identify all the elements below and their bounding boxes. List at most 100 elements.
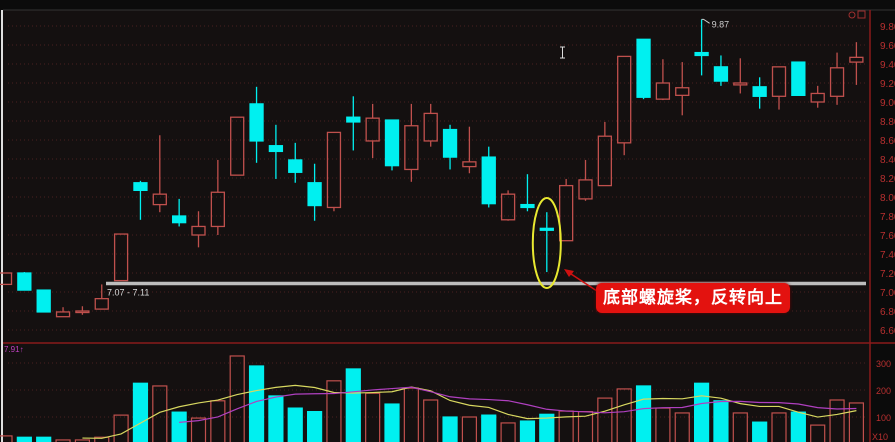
candle-body: [0, 272, 13, 286]
candle: [384, 119, 400, 171]
volume-bar: [229, 355, 245, 442]
candle: [113, 233, 129, 282]
volume-bar: [500, 422, 516, 442]
candle-body: [384, 119, 400, 167]
candle: [849, 42, 864, 85]
candle-body: [133, 182, 148, 191]
volume-bar: [403, 387, 419, 442]
price-tick-label: 8.80: [880, 117, 895, 128]
candle: [481, 146, 496, 208]
candle: [771, 66, 787, 110]
price-tick-label: 9.00: [880, 98, 895, 109]
candle: [346, 96, 361, 151]
volume-bar: [790, 411, 806, 442]
candle-body: [462, 161, 477, 168]
candle: [675, 62, 690, 116]
window-square-icon: [857, 10, 866, 19]
candle-body: [249, 103, 264, 142]
volume-bar: [210, 400, 226, 442]
candle-body: [171, 215, 187, 224]
candle-body: [36, 289, 51, 313]
volume-bar: [345, 368, 361, 442]
candle: [423, 103, 438, 147]
price-tick-label: 7.60: [880, 231, 895, 242]
callout-arrow-head: [564, 269, 574, 277]
candle: [133, 180, 148, 220]
candle: [694, 19, 709, 76]
candle-body: [636, 38, 651, 98]
volume-bar: [16, 436, 32, 442]
candle: [713, 55, 729, 86]
candle: [171, 198, 187, 227]
candle-body: [752, 86, 767, 97]
plot-area: [3, 10, 870, 442]
candle-body: [230, 116, 245, 176]
candle: [752, 77, 767, 109]
candle-body: [404, 125, 419, 171]
price-tick-label: 7.20: [880, 269, 895, 280]
volume-bar: [152, 385, 168, 442]
candle: [326, 131, 342, 212]
volume-bar: [287, 407, 303, 442]
candle-body: [423, 112, 438, 142]
volume-bar: [635, 385, 652, 442]
candle-body: [520, 203, 535, 209]
volume-bar: [713, 400, 729, 442]
candle-body: [17, 272, 32, 291]
candle: [733, 58, 748, 94]
volume-bar: [771, 412, 787, 442]
price-tick-label: 9.20: [880, 79, 895, 90]
volume-bar: [0, 435, 13, 442]
candle-body: [152, 193, 167, 206]
volume-unit-label: X10: [872, 432, 888, 442]
price-tick-label: 7.80: [880, 212, 895, 223]
candle: [249, 86, 264, 163]
candle: [36, 289, 51, 313]
volume-bar: [365, 392, 381, 442]
support-label: 7.07 - 7.11: [107, 287, 149, 297]
volume-bar: [752, 421, 768, 442]
candle: [578, 159, 593, 201]
volume-ma-long-line: [179, 386, 857, 423]
candle: [191, 211, 206, 248]
volume-bar: [616, 388, 632, 442]
text-cursor-icon: [560, 46, 565, 59]
price-tick-label: 8.00: [880, 193, 895, 204]
candle-body: [94, 297, 109, 310]
candle-body: [733, 82, 748, 86]
candle: [17, 272, 32, 291]
candle: [829, 52, 845, 105]
volume-bar: [693, 382, 710, 442]
volume-bar: [248, 365, 265, 442]
candle: [55, 307, 71, 318]
price-tick-label: 9.60: [880, 41, 895, 52]
price-tick-label: 7.40: [880, 250, 895, 261]
price-tick-label: 8.60: [880, 136, 895, 147]
candle-body: [442, 128, 458, 158]
candle-body: [559, 184, 574, 242]
volume-bar: [597, 397, 613, 442]
volume-bar: [829, 399, 845, 442]
volume-bar: [423, 399, 439, 442]
price-tick-label: 6.80: [880, 307, 895, 318]
volume-bar: [732, 412, 748, 442]
candle: [791, 61, 806, 96]
price-tick-label: 7.00: [880, 288, 895, 299]
volume-bar: [519, 420, 536, 442]
candle: [636, 38, 651, 100]
candle: [288, 142, 303, 183]
volume-bar: [539, 413, 555, 442]
candle-body: [55, 311, 71, 318]
candle-body: [675, 87, 690, 96]
candle-body: [288, 159, 303, 173]
candle-body: [849, 56, 864, 63]
candle: [75, 306, 90, 315]
annotation-callout: 底部螺旋桨，反转向上: [596, 283, 790, 313]
volume-bar: [461, 416, 477, 442]
candle: [500, 190, 516, 221]
price-tick-label: 9.40: [880, 60, 895, 71]
volume-bar: [481, 414, 497, 442]
candle: [230, 116, 245, 176]
candle-body: [75, 310, 90, 314]
high-marker-line: [701, 18, 710, 24]
